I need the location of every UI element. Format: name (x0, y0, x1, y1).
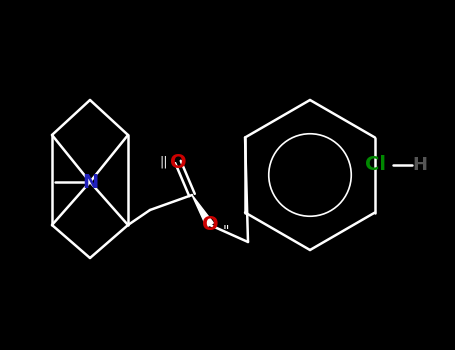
Text: N: N (82, 173, 98, 191)
Polygon shape (192, 195, 213, 227)
Text: O: O (202, 216, 218, 234)
Text: O: O (170, 153, 186, 172)
Text: Cl: Cl (364, 155, 385, 175)
Text: H: H (413, 156, 428, 174)
Text: ": " (223, 224, 229, 238)
Text: ||: || (160, 155, 168, 168)
